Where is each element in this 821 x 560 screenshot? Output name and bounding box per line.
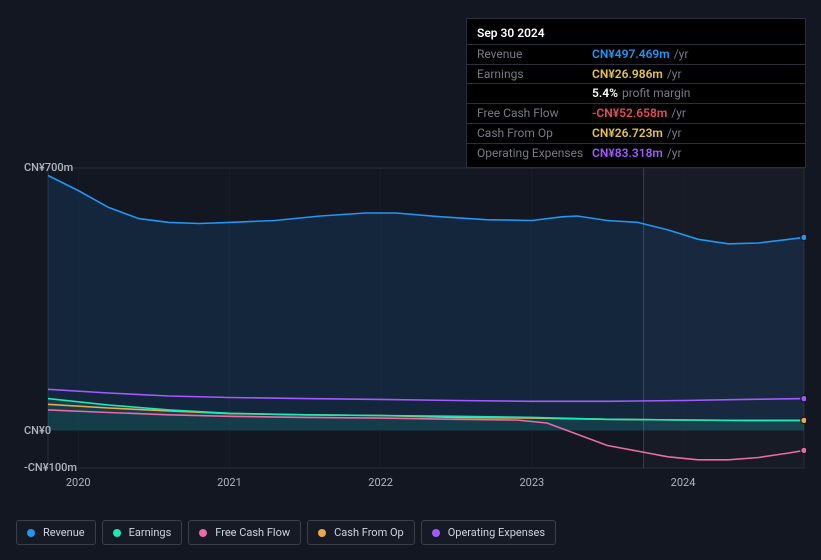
- legend-item-opex[interactable]: Operating Expenses: [421, 520, 556, 545]
- tooltip-row: Free Cash Flow-CN¥52.658m/yr: [467, 104, 805, 124]
- tooltip-row: Cash From OpCN¥26.723m/yr: [467, 124, 805, 144]
- legend-label: Free Cash Flow: [215, 526, 290, 539]
- y-tick-label: -CN¥100m: [24, 461, 77, 474]
- chart-area[interactable]: CN¥700mCN¥0-CN¥100m 20202021202220232024: [0, 158, 821, 476]
- x-tick-label: 2023: [519, 476, 544, 489]
- tooltip-label: Earnings: [477, 66, 592, 83]
- chart-legend: Revenue Earnings Free Cash Flow Cash From O…: [16, 520, 556, 545]
- tooltip-value: CN¥26.723m/yr: [592, 125, 682, 142]
- legend-item-fcf[interactable]: Free Cash Flow: [188, 520, 301, 545]
- y-tick-label: CN¥0: [24, 424, 51, 437]
- x-tick-label: 2020: [66, 476, 91, 489]
- legend-item-cfo[interactable]: Cash From Op: [307, 520, 415, 545]
- x-tick-label: 2024: [671, 476, 696, 489]
- tooltip-date: Sep 30 2024: [467, 23, 805, 45]
- legend-label: Earnings: [129, 526, 172, 539]
- chart-tooltip: Sep 30 2024 RevenueCN¥497.469m/yrEarning…: [466, 18, 806, 168]
- tooltip-label: Free Cash Flow: [477, 105, 592, 122]
- legend-dot: [432, 529, 440, 537]
- tooltip-value: CN¥26.986m/yr: [592, 66, 682, 83]
- tooltip-label: Revenue: [477, 46, 592, 63]
- x-tick-label: 2022: [368, 476, 393, 489]
- legend-dot: [318, 529, 326, 537]
- legend-dot: [27, 529, 35, 537]
- tooltip-rows: RevenueCN¥497.469m/yrEarningsCN¥26.986m/…: [467, 45, 805, 163]
- legend-label: Operating Expenses: [448, 526, 545, 539]
- legend-item-earnings[interactable]: Earnings: [102, 520, 183, 545]
- tooltip-row: EarningsCN¥26.986m/yr: [467, 65, 805, 85]
- tooltip-value: 5.4%profit margin: [592, 85, 690, 102]
- legend-label: Cash From Op: [334, 526, 404, 539]
- tooltip-row: RevenueCN¥497.469m/yr: [467, 45, 805, 65]
- y-tick-label: CN¥700m: [24, 161, 73, 174]
- tooltip-label: [477, 85, 592, 102]
- legend-dot: [113, 529, 121, 537]
- tooltip-label: Cash From Op: [477, 125, 592, 142]
- tooltip-row: 5.4%profit margin: [467, 84, 805, 104]
- tooltip-value: CN¥497.469m/yr: [592, 46, 688, 63]
- legend-dot: [199, 529, 207, 537]
- tooltip-value: -CN¥52.658m/yr: [592, 105, 686, 122]
- legend-label: Revenue: [43, 526, 85, 539]
- x-tick-label: 2021: [217, 476, 242, 489]
- financials-chart[interactable]: [0, 158, 806, 476]
- legend-item-revenue[interactable]: Revenue: [16, 520, 96, 545]
